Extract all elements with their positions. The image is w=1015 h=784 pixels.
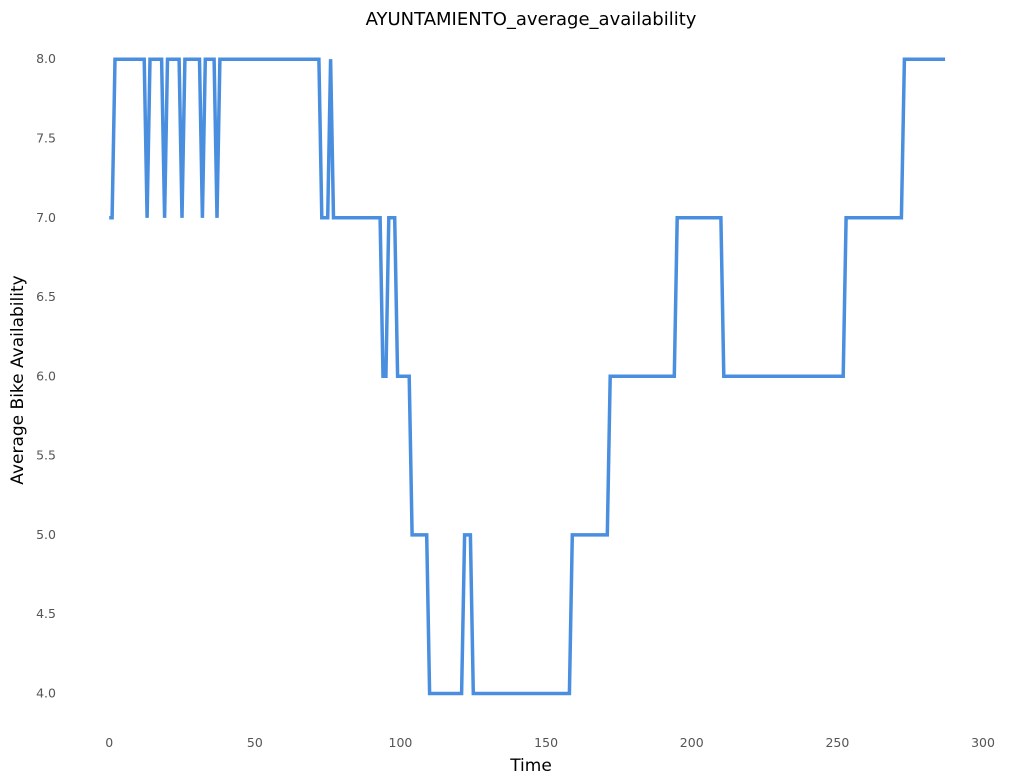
x-tick-label: 150 [534,735,558,750]
chart-title: AYUNTAMIENTO_average_availability [366,9,697,30]
y-tick-label: 5.0 [36,527,56,542]
y-tick-label: 4.5 [36,606,56,621]
y-tick-label: 5.5 [36,448,56,463]
y-tick-label: 7.5 [36,130,56,145]
x-tick-label: 100 [389,735,413,750]
y-tick-label: 4.0 [36,685,56,700]
y-tick-label: 6.0 [36,368,56,383]
y-tick-label: 6.5 [36,289,56,304]
x-tick-label: 50 [247,735,263,750]
y-axis-label: Average Bike Availability [8,275,28,484]
x-tick-label: 250 [825,735,849,750]
y-tick-label: 7.0 [36,210,56,225]
plot-area [109,57,946,696]
y-tick-label: 8.0 [36,51,56,66]
y-axis-ticks: 4.0 4.5 5.0 5.5 6.0 6.5 7.0 7.5 8.0 [36,51,56,700]
series-line [109,57,946,696]
x-tick-label: 300 [971,735,995,750]
x-tick-label: 0 [105,735,113,750]
x-tick-label: 200 [680,735,704,750]
x-axis-ticks: 0 50 100 150 200 250 300 [105,735,995,750]
x-axis-label: Time [509,756,552,776]
